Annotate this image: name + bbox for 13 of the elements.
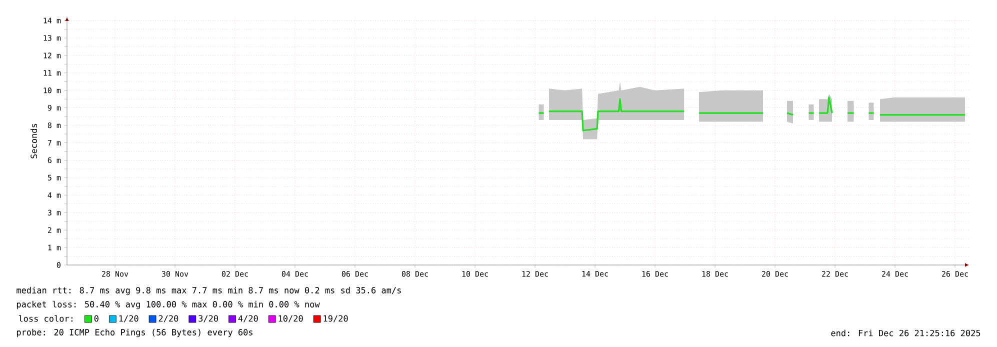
legend-label: 19/20: [324, 315, 348, 322]
legend-label: 2/20: [158, 315, 178, 322]
text: packet loss: 50.40 % avg 100.00 % max 0.00 % min 0.00 % now: [16, 300, 320, 310]
text: end: Fri Dec 26 21:25:16 2025: [831, 330, 980, 336]
legend-label: 0: [94, 315, 98, 322]
legend-label: 3/20: [198, 315, 218, 322]
text: probe: 20 ICMP Echo Pings (56 Bytes) every 60s: [16, 328, 252, 338]
y-axis-title: Seconds: [30, 124, 38, 158]
legend-title: loss color:: [18, 315, 72, 322]
legend-label: 1/20: [119, 315, 138, 322]
text: median rtt: 8.7 ms avg 9.8 ms max 7.7 ms min 8.7 ms now 0.2 ms sd 35.6 am/s: [16, 286, 401, 296]
legend-label: 4/20: [238, 315, 258, 322]
legend-label: 10/20: [278, 315, 303, 322]
